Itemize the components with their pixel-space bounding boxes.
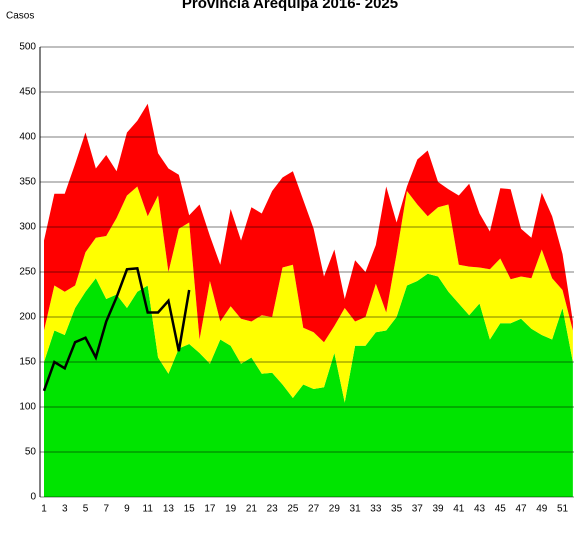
x-tick-label: 19: [225, 504, 237, 515]
x-tick-label: 33: [370, 504, 382, 515]
y-tick-label: 350: [19, 177, 36, 188]
y-tick-label: 400: [19, 132, 36, 143]
x-tick-label: 51: [557, 504, 569, 515]
x-tick-label: 49: [536, 504, 548, 515]
x-tick-label: 35: [391, 504, 403, 515]
x-tick-label: 41: [453, 504, 465, 515]
x-tick-label: 37: [412, 504, 424, 515]
area: [44, 103, 573, 343]
x-tick-label: 43: [474, 504, 486, 515]
y-tick-label: 150: [19, 357, 36, 368]
x-tick-label: 9: [124, 504, 130, 515]
x-tick-label: 11: [143, 504, 154, 515]
chart-title: Provincia Arequipa 2016- 2025: [182, 0, 398, 12]
area: [44, 186, 573, 403]
x-tick-label: 23: [267, 504, 279, 515]
x-tick-label: 7: [103, 504, 109, 515]
line: [42, 267, 191, 392]
x-tick-label: 13: [163, 504, 175, 515]
x-tick-label: 5: [83, 504, 89, 515]
area: [44, 273, 573, 497]
x-tick-label: 47: [515, 504, 527, 515]
y-tick-label: 100: [19, 402, 36, 413]
x-tick-label: 15: [184, 504, 196, 515]
y-tick-label: 50: [25, 447, 37, 458]
y-tick-label: 450: [19, 87, 36, 98]
y-tick-label: 0: [30, 492, 36, 503]
x-tick-label: 31: [350, 504, 362, 515]
x-tick-label: 25: [287, 504, 299, 515]
x-tick-label: 27: [308, 504, 320, 515]
x-tick-label: 1: [41, 504, 47, 515]
x-tick-label: 29: [329, 504, 341, 515]
y-tick-label: 500: [19, 42, 36, 53]
x-tick-label: 21: [246, 504, 258, 515]
x-tick-label: 3: [62, 504, 68, 515]
y-tick-label: 300: [19, 222, 36, 233]
y-tick-label: 250: [19, 267, 36, 278]
x-tick-label: 45: [495, 504, 507, 515]
y-axis-label: Casos: [6, 11, 34, 22]
x-tick-label: 17: [204, 504, 216, 515]
x-tick-label: 39: [432, 504, 444, 515]
y-tick-label: 200: [19, 312, 36, 323]
